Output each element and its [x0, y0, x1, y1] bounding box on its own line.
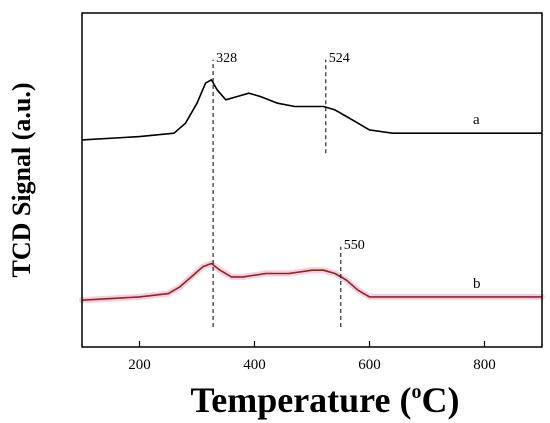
- annotation-label-550: 550: [344, 238, 365, 253]
- series-layer: ab: [79, 79, 545, 304]
- x-axis-title-part-1: Temperature (: [191, 380, 412, 420]
- series-a-line: [81, 79, 542, 141]
- annotation-label-328: 328: [216, 51, 237, 66]
- annotation-layer: 328 524 550: [212, 51, 365, 327]
- x-ticks: 200 400 600 800: [128, 341, 496, 373]
- x-axis-title-degree: o: [411, 381, 421, 403]
- x-axis-title: Temperature (oC): [191, 380, 460, 420]
- x-tick-label-800: 800: [473, 357, 496, 373]
- y-axis-title: TCD Signal (a.u.): [7, 82, 36, 277]
- x-tick-label-600: 600: [358, 357, 381, 373]
- x-tick-label-400: 400: [243, 357, 266, 373]
- x-axis-title-part-2: C): [421, 380, 459, 420]
- series-b-line: [81, 262, 542, 301]
- series-a-label: a: [473, 112, 480, 128]
- annotation-label-524: 524: [329, 51, 350, 66]
- plot-frame: [81, 12, 543, 348]
- series-b-label: b: [473, 276, 481, 292]
- x-tick-label-200: 200: [128, 357, 151, 373]
